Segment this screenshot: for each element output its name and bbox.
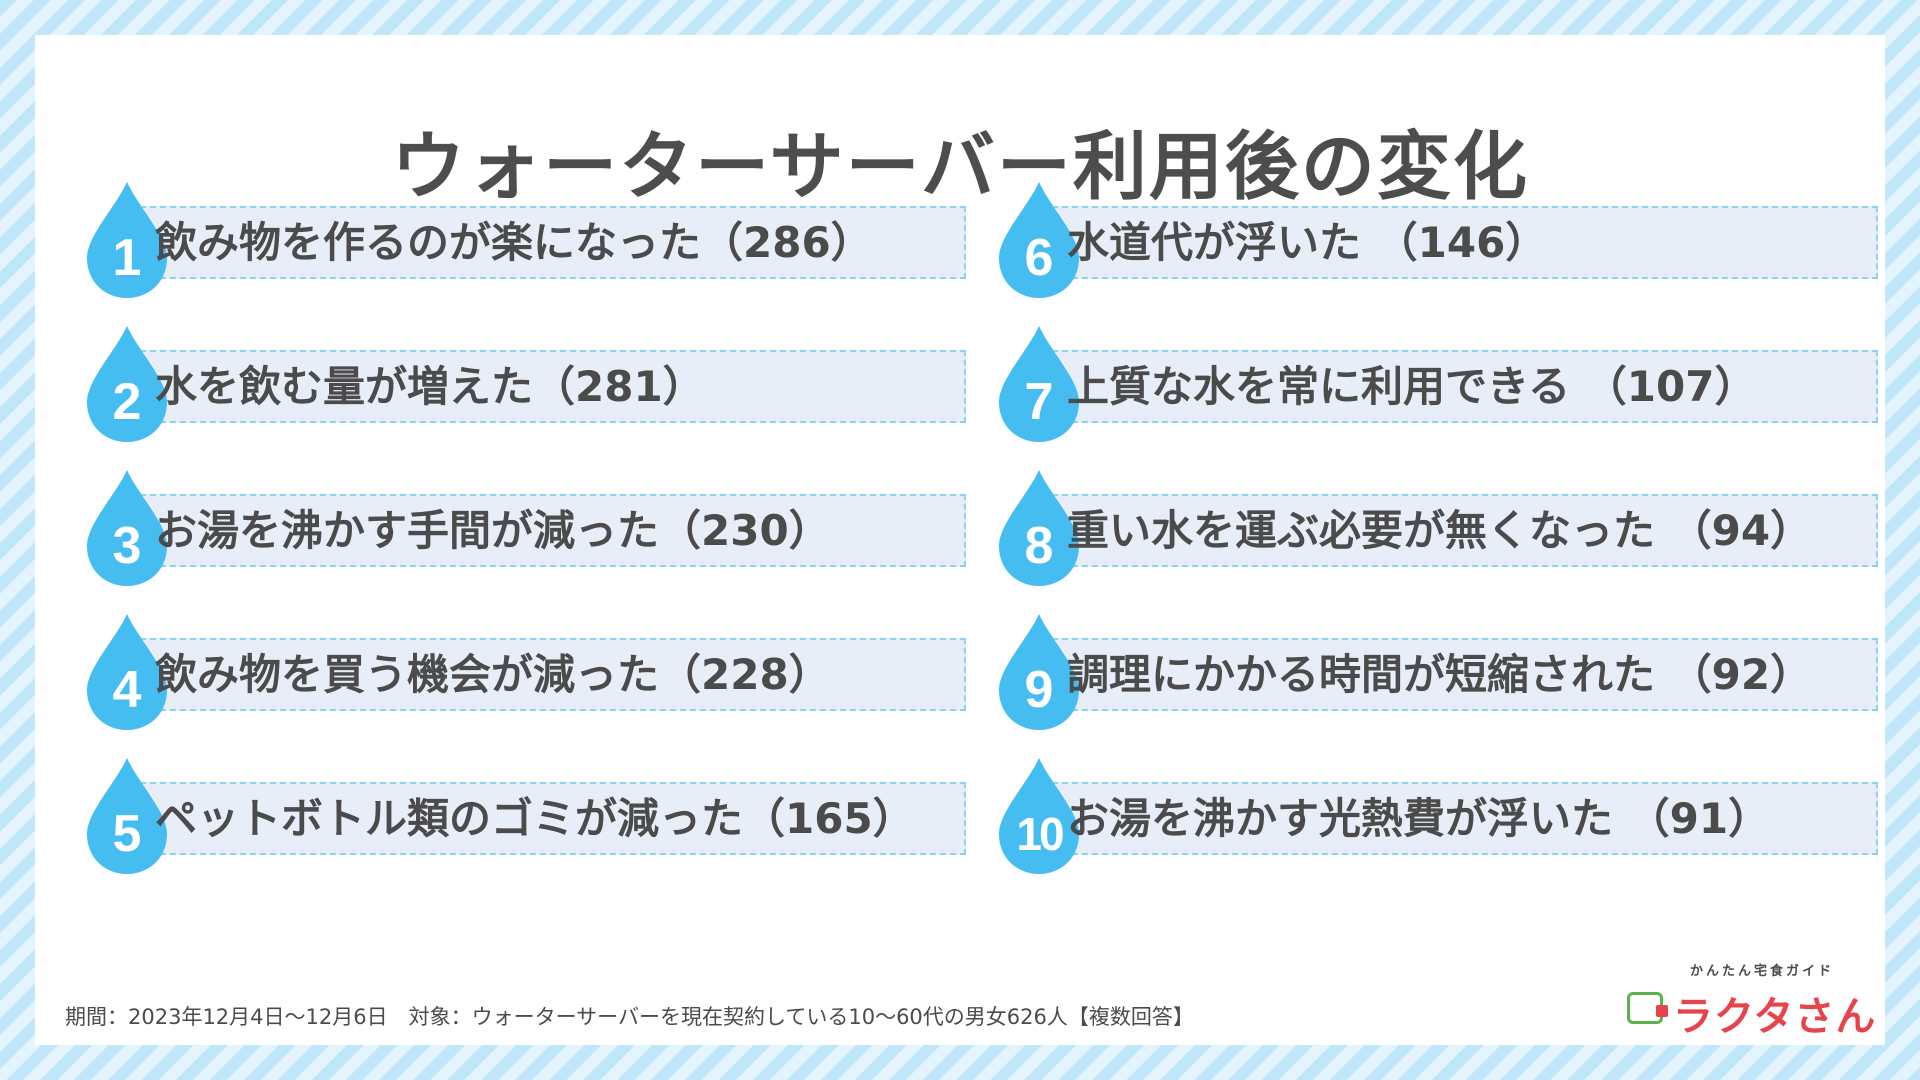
item-label: お湯を沸かす光熱費が浮いた （91） [1067,794,1771,843]
item-bar [130,494,966,567]
content-card: ウォーターサーバー利用後の変化 1 飲み物を作るのが楽になった（286） 2 水… [35,35,1885,1045]
item-label: 水を飲む量が増えた（281） [155,362,705,411]
water-drop-icon: 10 [997,756,1081,876]
rank-number: 8 [1024,517,1054,575]
list-item: 8 重い水を運ぶ必要が無くなった （94） [972,468,1902,588]
rank-number: 7 [1024,373,1054,431]
list-item: 9 調理にかかる時間が短縮された （92） [972,612,1902,732]
water-drop-icon: 1 [85,180,169,300]
page-title: ウォーターサーバー利用後の変化 [391,124,1529,210]
item-label: 飲み物を作るのが楽になった（286） [155,218,873,267]
water-drop-icon: 8 [997,468,1081,588]
list-item: 1 飲み物を作るのが楽になった（286） [60,180,990,300]
rank-number: 5 [112,805,142,863]
water-drop-icon: 6 [997,180,1081,300]
list-item: 10 お湯を沸かす光熱費が浮いた （91） [972,756,1902,876]
rank-number: 1 [112,229,142,287]
water-drop-icon: 5 [85,756,169,876]
logo-name: ラクタさん [1673,994,1877,1040]
item-bar [1042,350,1878,423]
lunchbox-icon [1627,992,1668,1024]
item-label: お湯を沸かす手間が減った（230） [155,506,831,555]
rank-number: 3 [112,517,142,575]
item-label: 水道代が浮いた （146） [1067,218,1548,267]
rank-number: 6 [1024,229,1054,287]
item-label: 上質な水を常に利用できる （107） [1067,362,1757,411]
item-label: ペットボトル類のゴミが減った（165） [155,794,915,843]
rank-number: 2 [112,373,142,431]
list-item: 7 上質な水を常に利用できる （107） [972,324,1902,444]
item-label: 調理にかかる時間が短縮された （92） [1067,650,1813,699]
rank-number: 10 [1016,808,1064,860]
item-bar [1042,206,1878,279]
list-item: 5 ペットボトル類のゴミが減った（165） [60,756,990,876]
list-item: 3 お湯を沸かす手間が減った（230） [60,468,990,588]
item-bar [130,638,966,711]
survey-footnote: 期間：2023年12月4日〜12月6日 対象：ウォーターサーバーを現在契約してい… [65,1005,1194,1029]
item-bar [1042,782,1878,855]
item-bar [130,350,966,423]
list-item: 6 水道代が浮いた （146） [972,180,1902,300]
water-drop-icon: 4 [85,612,169,732]
item-label: 重い水を運ぶ必要が無くなった （94） [1067,506,1813,555]
logo-subtitle: かんたん宅食ガイド [1690,964,1835,979]
item-bar [130,782,966,855]
water-drop-icon: 9 [997,612,1081,732]
list-item: 4 飲み物を買う機会が減った（228） [60,612,990,732]
water-drop-icon: 3 [85,468,169,588]
rank-number: 9 [1024,661,1054,719]
item-bar [130,206,966,279]
item-label: 飲み物を買う機会が減った（228） [155,650,831,699]
rank-number: 4 [112,661,142,719]
item-bar [1042,494,1878,567]
list-item: 2 水を飲む量が増えた（281） [60,324,990,444]
water-drop-icon: 2 [85,324,169,444]
water-drop-icon: 7 [997,324,1081,444]
brand-logo: かんたん宅食ガイド ラクタさん [1615,960,1875,1040]
item-bar [1042,638,1878,711]
